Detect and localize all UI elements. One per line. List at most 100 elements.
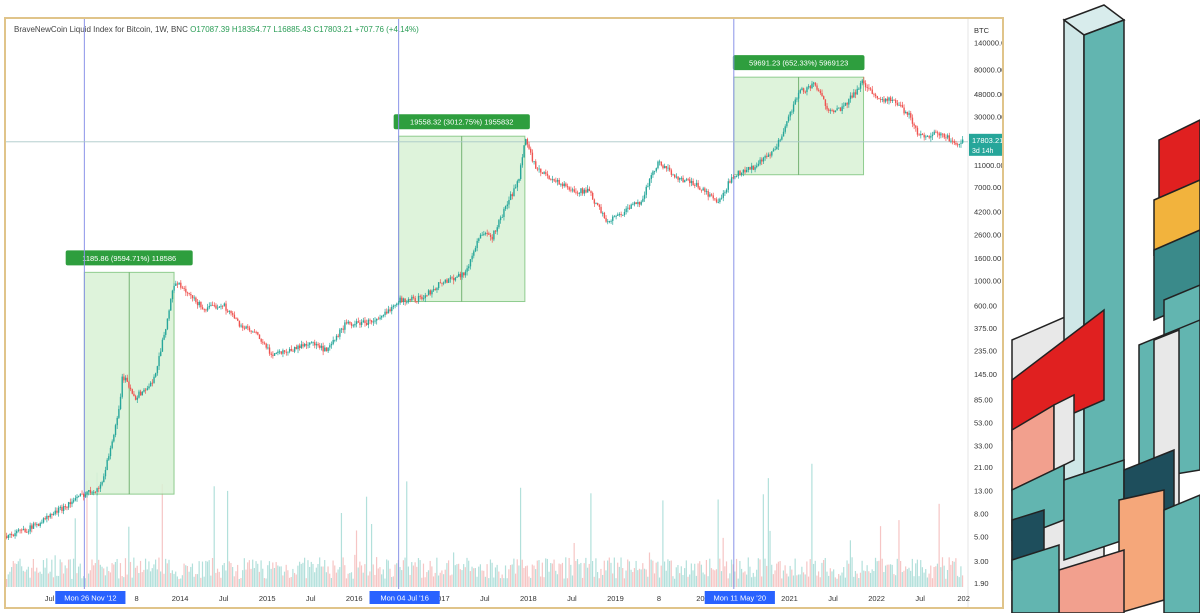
volume-bar <box>426 572 428 587</box>
candle-body <box>392 305 395 307</box>
candle-body <box>32 523 35 529</box>
candle-body <box>707 191 709 197</box>
candle-body <box>876 96 878 99</box>
volume-bar <box>173 573 175 587</box>
candle-body <box>31 525 33 529</box>
candle-body <box>499 217 502 221</box>
candle-body <box>871 89 873 94</box>
volume-bar <box>623 578 625 587</box>
halving-date-label: Mon 26 Nov '12 <box>64 594 116 603</box>
candle-body <box>118 408 120 418</box>
volume-bar <box>235 571 237 587</box>
volume-bar <box>290 576 292 587</box>
candle-body <box>730 177 733 183</box>
candle-body <box>210 304 212 306</box>
volume-bar <box>948 557 950 587</box>
volume-bar <box>275 562 277 587</box>
candle-body <box>570 189 572 191</box>
volume-bar <box>439 572 441 587</box>
volume-bar <box>386 559 388 587</box>
candle-body <box>732 177 735 179</box>
volume-bar <box>806 561 808 587</box>
candle-body <box>836 108 838 111</box>
candle-body <box>519 165 522 180</box>
candle-body <box>804 91 806 93</box>
volume-bar <box>737 578 739 587</box>
halving-date-label: Mon 04 Jul '16 <box>380 594 429 603</box>
volume-bar <box>369 571 371 587</box>
candle-body <box>146 388 149 391</box>
volume-bar <box>591 561 594 587</box>
measure-label: 59691.23 (652.33%) 5969123 <box>749 59 848 68</box>
candle-body <box>565 183 567 186</box>
volume-bar <box>143 569 145 587</box>
candle-body <box>916 127 919 135</box>
candle-body <box>384 311 386 315</box>
volume-bar <box>449 575 451 587</box>
volume-bar <box>464 567 466 587</box>
volume-bar <box>757 558 759 587</box>
candle-body <box>193 297 195 299</box>
candle-body <box>677 176 679 180</box>
volume-bar <box>64 565 66 587</box>
candle-body <box>163 334 165 340</box>
volume-bar <box>632 571 634 587</box>
volume-bar <box>508 569 510 587</box>
candle-body <box>930 136 932 138</box>
candle-body <box>774 149 776 151</box>
candle-body <box>136 397 138 400</box>
volume-bar <box>556 574 559 587</box>
candle-body <box>903 107 905 114</box>
volume-bar <box>627 559 629 587</box>
candle-body <box>575 191 577 193</box>
candle-body <box>429 290 431 295</box>
volume-bar <box>402 560 404 587</box>
volume-bar <box>57 575 60 587</box>
volume-bar <box>767 478 769 587</box>
volume-bar <box>740 568 743 587</box>
candle-body <box>926 136 929 138</box>
volume-bar <box>707 576 709 587</box>
volume-bar <box>936 563 939 587</box>
candle-body <box>905 111 907 114</box>
candle-body <box>332 340 334 344</box>
volume-bar <box>22 570 24 587</box>
candle-body <box>556 179 559 182</box>
candle-body <box>849 95 852 100</box>
volume-bar <box>605 570 607 587</box>
candle-body <box>672 174 674 176</box>
candle-body <box>824 99 827 106</box>
volume-bar <box>660 565 662 587</box>
volume-bar <box>809 559 811 587</box>
volume-bar <box>518 565 520 587</box>
candle-body <box>396 303 398 306</box>
candle-body <box>314 342 316 346</box>
candle-body <box>878 98 880 100</box>
candle-body <box>881 99 884 100</box>
price-chart[interactable]: BTC140000.0080000.0048000.0030000.001800… <box>6 19 1002 607</box>
candle-body <box>702 188 704 191</box>
candle-body <box>602 212 604 214</box>
candle-body <box>814 82 817 86</box>
candle-body <box>523 145 525 158</box>
volume-bar <box>304 557 306 587</box>
candle-body <box>767 154 770 157</box>
candle-body <box>298 345 301 349</box>
candle-body <box>960 142 962 144</box>
volume-bar <box>240 578 242 587</box>
volume-bar <box>846 560 848 587</box>
candle-body <box>111 441 113 448</box>
volume-bar <box>404 557 406 587</box>
volume-bar <box>816 575 818 587</box>
candle-body <box>531 152 534 162</box>
candle-body <box>665 166 668 169</box>
volume-bar <box>339 567 341 587</box>
volume-bar <box>657 561 659 587</box>
volume-bar <box>943 565 945 587</box>
candle-body <box>563 183 565 187</box>
candle-body <box>230 310 232 314</box>
volume-bar <box>889 564 892 587</box>
candle-body <box>610 220 612 222</box>
candle-body <box>553 179 555 181</box>
volume-bar <box>801 566 803 587</box>
